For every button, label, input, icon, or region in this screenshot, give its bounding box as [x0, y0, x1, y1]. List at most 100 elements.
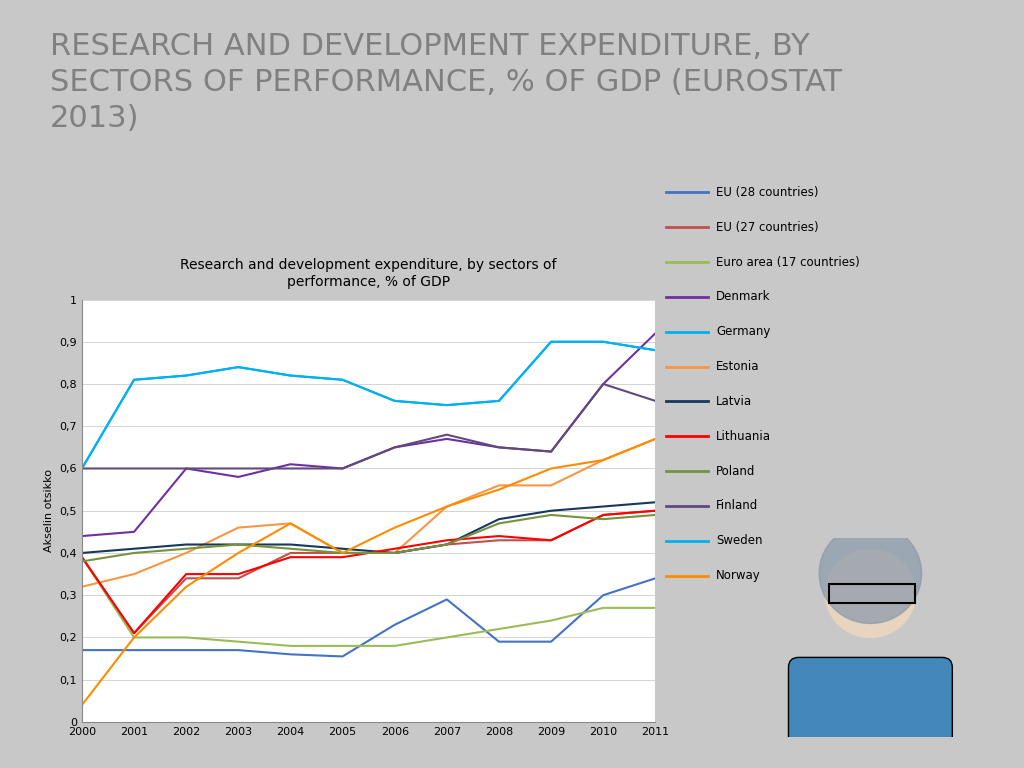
Lithuania: [128, 628, 140, 637]
Germany: [76, 464, 88, 473]
Line: Sweden: Sweden: [82, 342, 655, 468]
EU (27 countries): [545, 536, 557, 545]
Denmark: [649, 329, 662, 338]
Text: Denmark: Denmark: [716, 290, 771, 303]
EU (27 countries): [440, 540, 453, 549]
Germany: [128, 375, 140, 384]
Euro area (17 countries): [388, 641, 400, 650]
Estonia: [545, 481, 557, 490]
Finland: [128, 464, 140, 473]
Sweden: [180, 371, 193, 380]
Poland: [649, 510, 662, 519]
Estonia: [440, 502, 453, 511]
EU (27 countries): [388, 548, 400, 558]
Sweden: [388, 396, 400, 406]
Finland: [76, 464, 88, 473]
Norway: [285, 519, 297, 528]
Germany: [493, 396, 505, 406]
EU (28 countries): [388, 621, 400, 630]
Finland: [649, 396, 662, 406]
Denmark: [545, 447, 557, 456]
Lithuania: [493, 531, 505, 541]
Latvia: [337, 544, 349, 553]
Euro area (17 countries): [128, 633, 140, 642]
Latvia: [493, 515, 505, 524]
Euro area (17 countries): [440, 633, 453, 642]
Sweden: [597, 337, 609, 346]
Germany: [545, 337, 557, 346]
Sweden: [493, 396, 505, 406]
Lithuania: [76, 553, 88, 562]
Euro area (17 countries): [337, 641, 349, 650]
Lithuania: [649, 506, 662, 515]
Sweden: [545, 337, 557, 346]
Euro area (17 countries): [597, 604, 609, 613]
Text: Finland: Finland: [716, 499, 759, 512]
Finland: [232, 464, 245, 473]
EU (27 countries): [232, 574, 245, 583]
Latvia: [285, 540, 297, 549]
EU (27 countries): [493, 536, 505, 545]
Line: Finland: Finland: [82, 384, 655, 468]
EU (28 countries): [440, 594, 453, 604]
Text: RESEARCH AND DEVELOPMENT EXPENDITURE, BY
SECTORS OF PERFORMANCE, % OF GDP (EUROS: RESEARCH AND DEVELOPMENT EXPENDITURE, BY…: [50, 32, 842, 133]
Y-axis label: Akselin otsikko: Akselin otsikko: [44, 469, 54, 552]
Euro area (17 countries): [493, 624, 505, 634]
Latvia: [128, 544, 140, 553]
Line: Germany: Germany: [82, 342, 655, 468]
Lithuania: [545, 536, 557, 545]
Denmark: [440, 434, 453, 443]
Text: Norway: Norway: [716, 569, 761, 582]
EU (28 countries): [597, 591, 609, 600]
EU (28 countries): [493, 637, 505, 647]
Estonia: [285, 519, 297, 528]
Latvia: [649, 498, 662, 507]
Text: EU (27 countries): EU (27 countries): [716, 220, 819, 233]
Bar: [829, 584, 915, 604]
Circle shape: [825, 550, 915, 637]
Norway: [493, 485, 505, 495]
Lithuania: [337, 553, 349, 562]
Text: Euro area (17 countries): Euro area (17 countries): [716, 256, 860, 269]
Denmark: [128, 527, 140, 536]
Norway: [337, 548, 349, 558]
Denmark: [285, 459, 297, 468]
Denmark: [180, 464, 193, 473]
Denmark: [76, 531, 88, 541]
Latvia: [545, 506, 557, 515]
Lithuania: [285, 553, 297, 562]
Norway: [180, 582, 193, 591]
Title: Research and development expenditure, by sectors of
performance, % of GDP: Research and development expenditure, by…: [180, 258, 557, 289]
Text: Germany: Germany: [716, 325, 771, 338]
Estonia: [180, 548, 193, 558]
Line: Latvia: Latvia: [82, 502, 655, 553]
Estonia: [232, 523, 245, 532]
Text: Estonia: Estonia: [716, 360, 760, 373]
Line: Denmark: Denmark: [82, 333, 655, 536]
Lithuania: [180, 570, 193, 579]
Text: Lithuania: Lithuania: [716, 430, 771, 443]
Finland: [180, 464, 193, 473]
EU (28 countries): [180, 645, 193, 654]
Latvia: [388, 548, 400, 558]
Germany: [649, 346, 662, 355]
Estonia: [597, 455, 609, 465]
Germany: [337, 375, 349, 384]
Sweden: [285, 371, 297, 380]
Poland: [232, 540, 245, 549]
Text: Poland: Poland: [716, 465, 756, 478]
EU (27 countries): [337, 548, 349, 558]
Finland: [337, 464, 349, 473]
Norway: [76, 700, 88, 710]
Euro area (17 countries): [76, 553, 88, 562]
EU (27 countries): [128, 628, 140, 637]
EU (28 countries): [545, 637, 557, 647]
Sweden: [76, 464, 88, 473]
Poland: [128, 548, 140, 558]
Poland: [597, 515, 609, 524]
EU (27 countries): [597, 510, 609, 519]
Norway: [128, 633, 140, 642]
Latvia: [440, 540, 453, 549]
Denmark: [337, 464, 349, 473]
EU (28 countries): [128, 645, 140, 654]
